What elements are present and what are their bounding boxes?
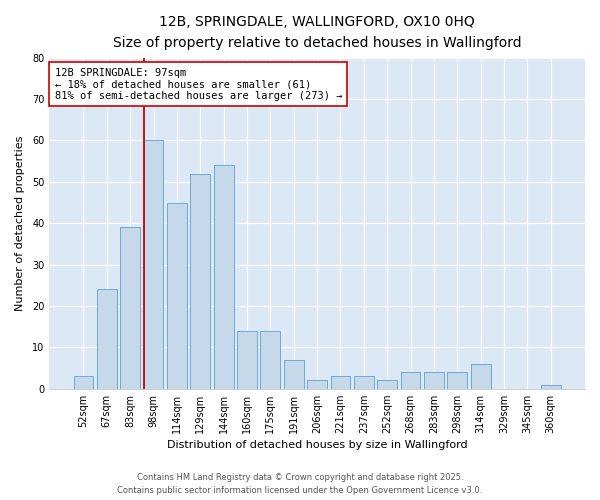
Bar (214, 166, 233, 388)
Bar (424, 372, 444, 388)
Bar (260, 331, 280, 388)
Bar (167, 202, 187, 388)
Bar (143, 140, 163, 388)
X-axis label: Distribution of detached houses by size in Wallingford: Distribution of detached houses by size … (167, 440, 467, 450)
Bar (190, 174, 210, 388)
Bar (377, 380, 397, 388)
Bar (331, 376, 350, 388)
Bar (284, 360, 304, 388)
Bar (470, 364, 491, 388)
Bar (97, 290, 117, 388)
Text: 12B SPRINGDALE: 97sqm
← 18% of detached houses are smaller (61)
81% of semi-deta: 12B SPRINGDALE: 97sqm ← 18% of detached … (55, 68, 342, 101)
Text: Contains HM Land Registry data © Crown copyright and database right 2025.
Contai: Contains HM Land Registry data © Crown c… (118, 474, 482, 495)
Bar (120, 228, 140, 388)
Bar (74, 376, 94, 388)
Title: 12B, SPRINGDALE, WALLINGFORD, OX10 0HQ
Size of property relative to detached hou: 12B, SPRINGDALE, WALLINGFORD, OX10 0HQ S… (113, 15, 521, 50)
Y-axis label: Number of detached properties: Number of detached properties (15, 136, 25, 311)
Bar (237, 331, 257, 388)
Bar (401, 372, 421, 388)
Bar (541, 384, 560, 388)
Bar (354, 376, 374, 388)
Bar (307, 380, 327, 388)
Bar (448, 372, 467, 388)
